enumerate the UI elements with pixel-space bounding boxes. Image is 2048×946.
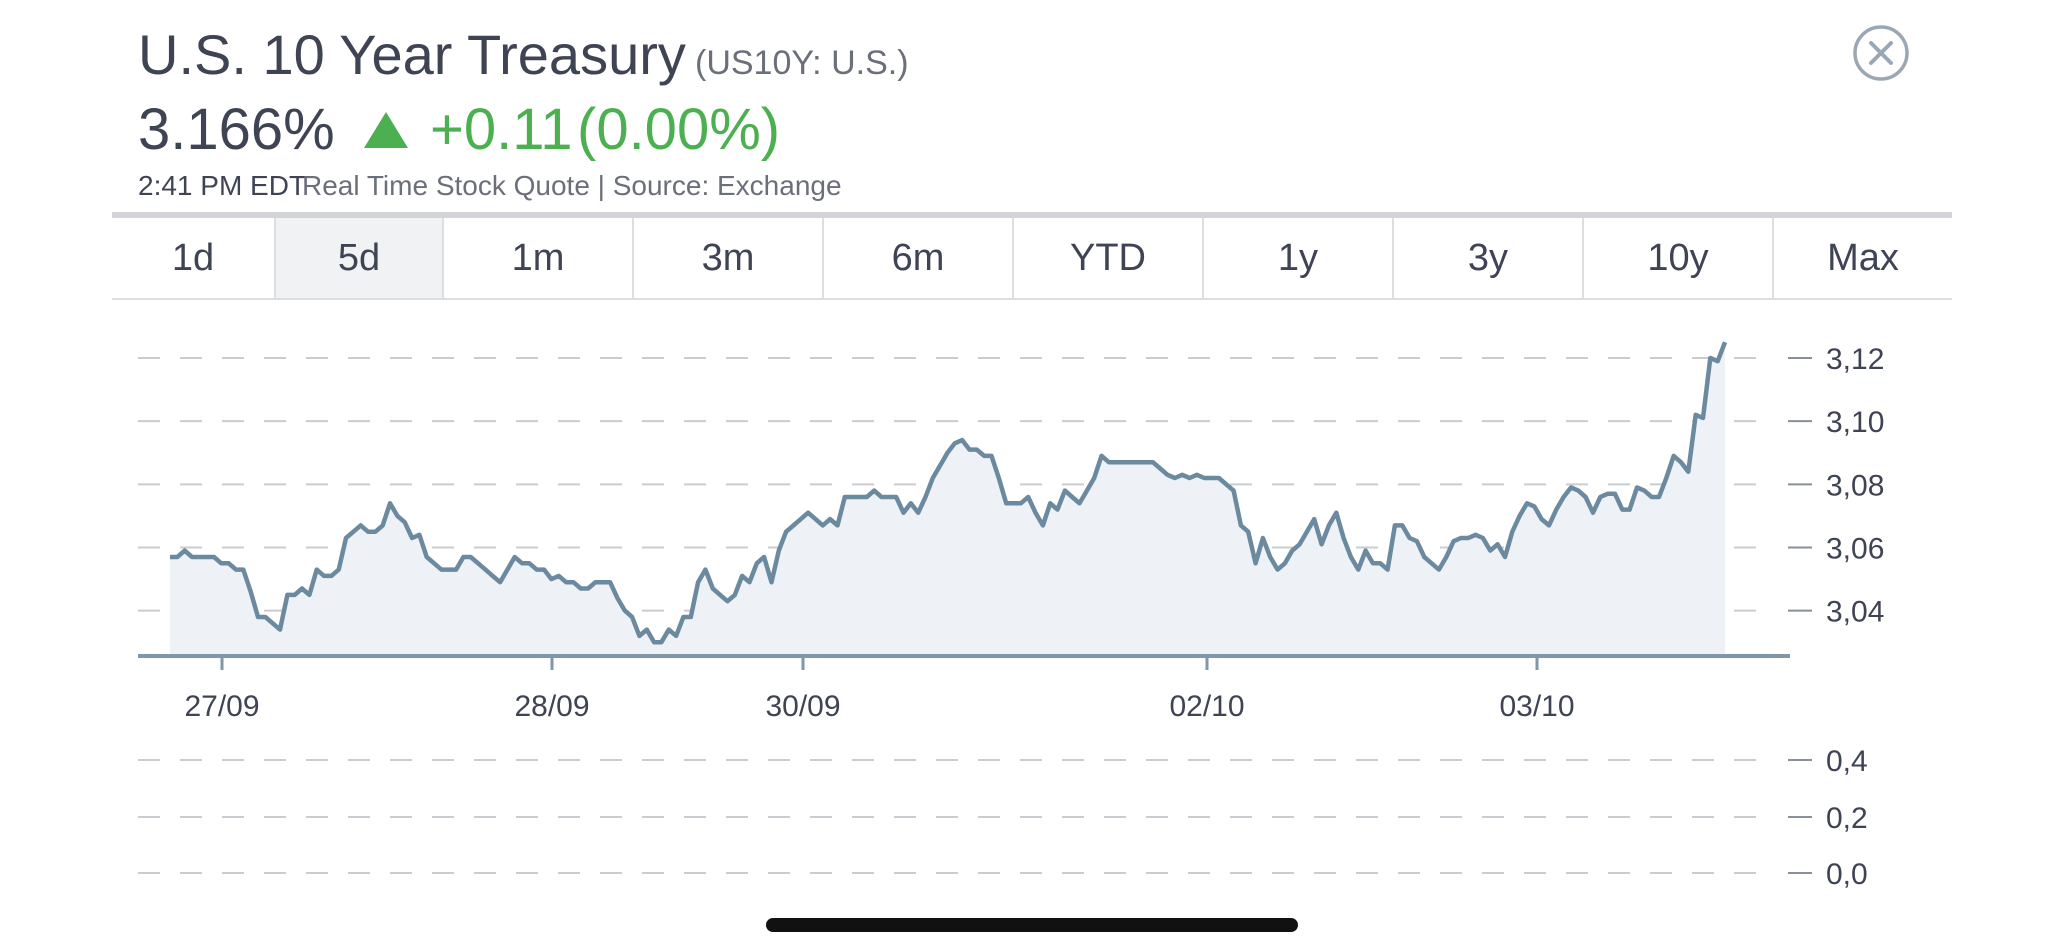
volume-tick-label: 0,4 — [1826, 745, 1868, 778]
tab-1y[interactable]: 1y — [1204, 218, 1394, 298]
y-tick-label: 3,10 — [1826, 406, 1884, 439]
x-tick-label: 28/09 — [514, 690, 589, 723]
quote-source: Real Time Stock Quote | Source: Exchange — [302, 170, 842, 201]
tab-10y[interactable]: 10y — [1584, 218, 1774, 298]
y-tick-label: 3,06 — [1826, 532, 1884, 565]
tab-max[interactable]: Max — [1827, 236, 1899, 279]
price-chart: 3,12 3,10 3,08 3,06 3,04 27/09 28/09 30/09 02/10… — [138, 341, 1884, 891]
series-line — [170, 341, 1728, 645]
tab-3y[interactable]: 3y — [1394, 218, 1584, 298]
quote-time: 2:41 PM EDT — [138, 170, 307, 201]
y-tick-label: 3,04 — [1826, 596, 1884, 629]
volume-tick-label: 0,2 — [1826, 802, 1868, 835]
close-button[interactable] — [1852, 24, 1910, 82]
series-area — [170, 342, 1725, 656]
tab-1m[interactable]: 1m — [444, 218, 634, 298]
price-change: +0.11 — [430, 97, 573, 162]
close-circle-icon — [1853, 25, 1909, 81]
volume-tick-label: 0,0 — [1826, 858, 1868, 891]
price-change-percent: (0.00%) — [577, 97, 781, 162]
time-range-tabs: 1d 5d 1m 3m 6m YTD 1y 3y 10y Max — [112, 212, 1952, 300]
tab-6m[interactable]: 6m — [824, 218, 1014, 298]
y-tick-label: 3,08 — [1826, 469, 1884, 502]
x-tick-label: 03/10 — [1499, 690, 1574, 723]
y-tick-label: 3,12 — [1826, 343, 1884, 376]
triangle-up-icon — [364, 112, 408, 148]
x-tick-label: 02/10 — [1169, 690, 1244, 723]
page-title: U.S. 10 Year Treasury — [138, 23, 686, 86]
x-tick-label: 30/09 — [765, 690, 840, 723]
ticker-symbol: (US10Y: U.S.) — [695, 44, 909, 82]
x-tick-label: 27/09 — [184, 690, 259, 723]
tab-3m[interactable]: 3m — [634, 218, 824, 298]
tab-ytd[interactable]: YTD — [1014, 218, 1204, 298]
tab-1d[interactable]: 1d — [112, 218, 276, 298]
home-indicator[interactable] — [766, 918, 1298, 932]
tab-5d[interactable]: 5d — [276, 218, 444, 298]
last-price: 3.166% — [138, 97, 335, 162]
